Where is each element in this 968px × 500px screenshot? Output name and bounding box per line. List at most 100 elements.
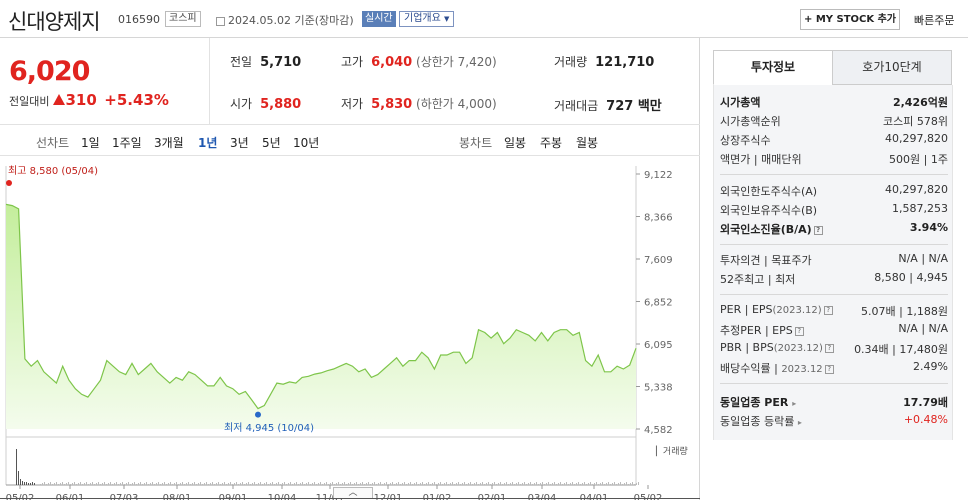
volume-bar [598,484,599,485]
volume-bar [434,482,435,485]
volume-bar [54,483,55,485]
volume-bar [390,483,391,485]
volume-bar [104,482,105,485]
unit-label-text: 매매단위 [761,153,802,166]
tab-invest-info[interactable]: 투자정보 [713,50,833,85]
candle-monthly[interactable]: 월봉 [576,136,599,150]
volume-bar [462,483,463,485]
price-chart[interactable]: 9,122 8,366 7,609 6,852 6,095 5,338 4,582 최고 8,… [0,156,700,500]
prev-label: 전일 [230,55,253,69]
price-area [6,204,636,429]
volume-bar [412,484,413,485]
industry-per-row[interactable]: 동일업종 PER ▸ 17.79배 [720,394,948,412]
help-icon[interactable]: ? [824,364,834,374]
volume-bar [452,482,453,485]
volume-bar [298,484,299,485]
volume-bar [170,482,171,485]
volume-bar [46,484,47,485]
volume-bar [498,483,499,485]
volume-bar [188,482,189,485]
quote-grid: 전일 5,710 고가 6,040 (상한가 7,420) 거래량 121,710 시… [210,38,700,124]
candle-weekly[interactable]: 주봉 [540,136,563,150]
volume-bar [296,482,297,485]
volume-bar [92,482,93,485]
volume-bar [344,482,345,485]
industry-chg-row[interactable]: 동일업종 등락률 ▸ +0.48% [720,413,948,431]
y-tick-label: 4,582 [644,425,673,436]
volume-bar [132,483,133,485]
eps-year: (2023.12) [772,305,822,316]
volume-bar [590,482,591,485]
my-stock-add-button[interactable]: + MY STOCK 추가 [800,9,900,30]
range-1d[interactable]: 1일 [81,136,100,150]
x-tick-label: 06/01 [56,493,85,500]
foreign-hold-row: 외국인보유주식수(B) 1,587,253 [720,202,948,220]
chevron-right-icon: ▸ [797,418,802,427]
volume-bar [16,449,17,485]
chart-collapse-handle[interactable]: ︿ [333,487,373,499]
volume-bar [302,482,303,485]
trade-amount: 거래대금 727 백만 [554,95,662,114]
company-profile-dropdown[interactable]: 기업개요 ▼ [399,11,455,27]
y-tick-label: 8,366 [644,213,673,224]
volume-bar [294,483,295,485]
range-10y[interactable]: 10년 [293,136,320,150]
help-icon[interactable]: ? [824,343,834,353]
x-tick-label: 03/04 [528,493,557,500]
low-label: 저가 [341,97,364,111]
volume-bar [550,484,551,485]
volume-bar [194,482,195,485]
help-icon[interactable]: ? [794,326,804,336]
volume-bar [506,482,507,485]
volume-bar [484,484,485,485]
volume-bar [558,483,559,485]
volume-bar [276,483,277,485]
volume-bar [304,484,305,485]
range-1w[interactable]: 1주일 [112,136,142,150]
range-3m[interactable]: 3개월 [154,136,184,150]
candle-daily[interactable]: 일봉 [504,136,527,150]
volume-bar [266,482,267,485]
range-5y[interactable]: 5년 [262,136,281,150]
volume-bar [124,484,125,485]
volume-bar [394,484,395,485]
volume-bar [324,483,325,485]
volume-bar [52,484,53,485]
volume-bar [446,482,447,485]
volume-bar [326,482,327,485]
rank-value: 코스피 578위 [883,115,948,128]
volume-bar [544,484,545,485]
foreign-ratio-label-text: 외국인소진율(B/A) [720,223,812,236]
tab-orderbook[interactable]: 호가10단계 [832,50,952,85]
range-3y[interactable]: 3년 [230,136,249,150]
volume-bar [50,482,51,485]
volume-bar [384,483,385,485]
volume-bar [370,484,371,485]
x-tick-label: 07/03 [110,493,139,500]
volume-bar [636,483,637,485]
volume-bar [240,483,241,485]
high-marker [6,180,12,186]
volume-bar [418,484,419,485]
high-value: 6,040 [371,55,413,70]
open-price: 시가 5,880 [230,95,301,112]
volume-bar [88,484,89,485]
volume-bar [406,484,407,485]
foreign-limit-value: 40,297,820 [885,183,948,196]
range-1y[interactable]: 1년 [198,136,218,150]
opinion-text: N/A [898,252,918,265]
volume-bar [436,484,437,485]
volume-bar [208,484,209,485]
volume-bar [442,484,443,485]
realtime-badge[interactable]: 실시간 [362,11,396,27]
volume-bar [100,484,101,485]
volume-bar [414,483,415,485]
par-amount: 500원 [889,153,921,166]
volume-bar [146,482,147,485]
quick-order-link[interactable]: 빠른주문 [914,14,955,27]
help-icon[interactable]: ? [813,225,823,235]
help-icon[interactable]: ? [823,305,833,315]
pbr-label: PBR | BPS(2023.12)? [720,341,834,354]
volume-bar [42,483,43,485]
volume-bar [246,483,247,485]
